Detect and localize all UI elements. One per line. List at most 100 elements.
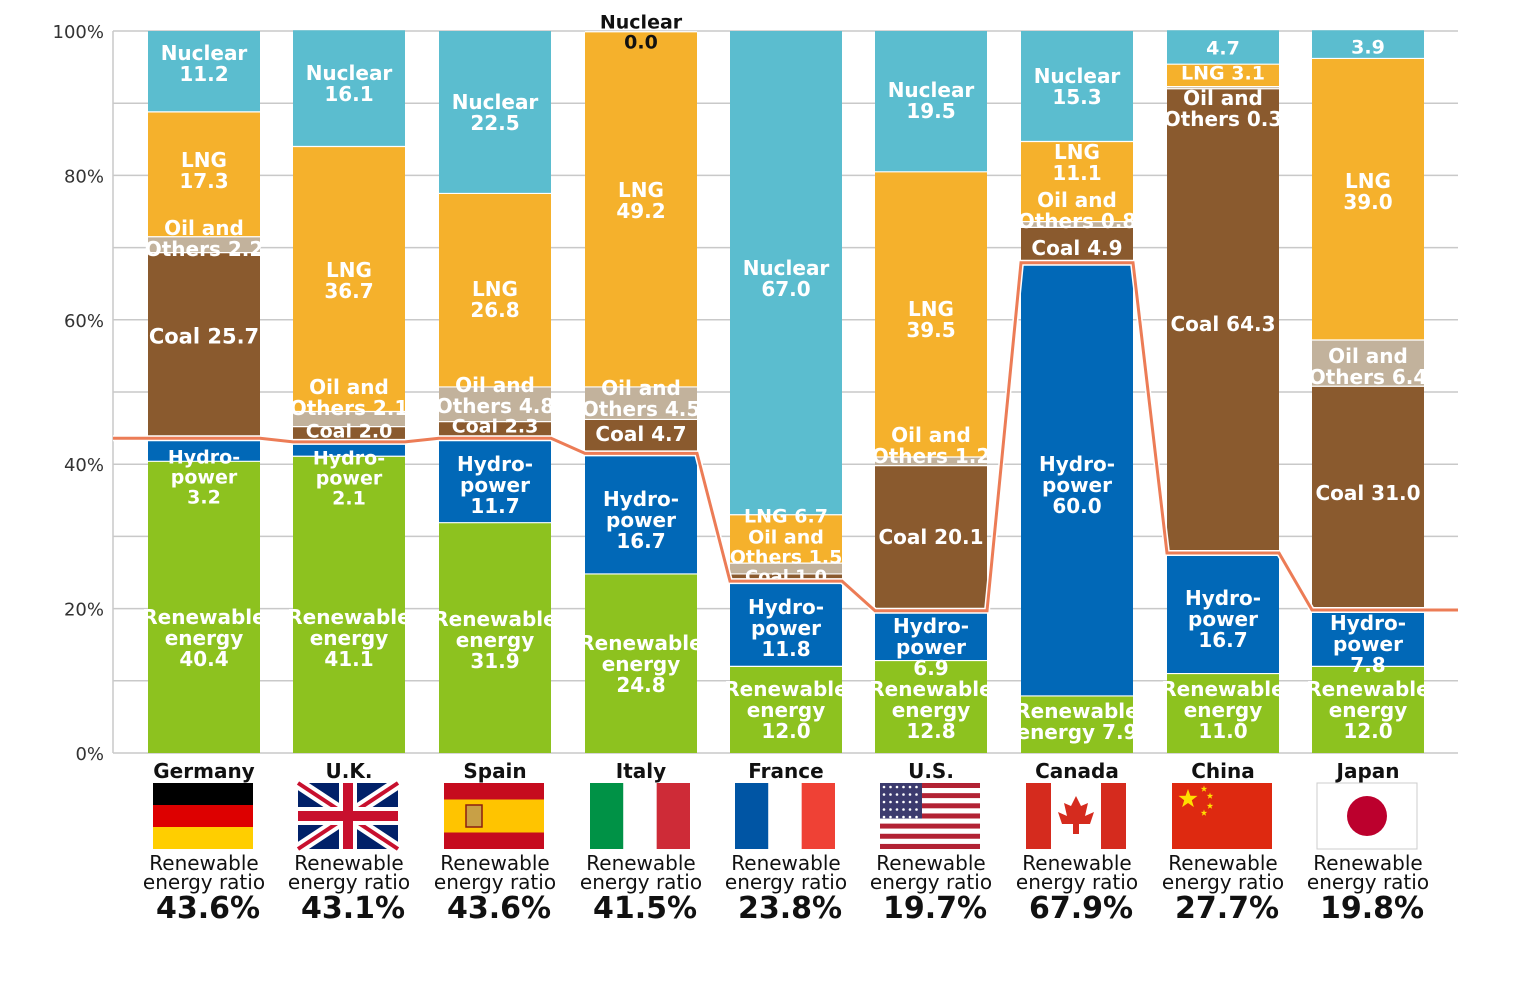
hydro-label: power (1188, 607, 1258, 631)
coal-segment (585, 419, 697, 454)
ratio-value: 27.7% (1175, 891, 1279, 926)
nuclear-segment (1312, 30, 1424, 59)
ratio-caption: Renewable (1168, 851, 1277, 875)
renewable-label: energy (310, 626, 389, 650)
nuclear-label: 4.7 (1206, 38, 1240, 60)
country-label: Germany (153, 759, 254, 783)
hydro-label: 11.7 (470, 494, 519, 518)
hydro-label: power (606, 508, 676, 532)
hydro-label: power (896, 635, 966, 659)
lng-label: LNG 6.7 (744, 506, 828, 528)
lng-label: LNG (1345, 169, 1391, 193)
ratio-caption: energy ratio (1162, 870, 1284, 894)
nuclear-label: Nuclear (600, 12, 683, 34)
lng-label: LNG (1054, 140, 1100, 164)
ratio-caption: Renewable (876, 851, 985, 875)
coal-segment (148, 252, 260, 439)
oil-label: Others 4.8 (436, 394, 555, 418)
ratio-caption: Renewable (1313, 851, 1422, 875)
renewable-segment (293, 456, 405, 753)
y-tick-label: 0% (75, 744, 104, 765)
coal-segment (1312, 386, 1424, 611)
renewable-segment (1312, 666, 1424, 753)
oil-label: Others 0.3 (1164, 107, 1283, 131)
coal-segment (875, 465, 987, 611)
renewable-segment (1021, 695, 1133, 753)
ratio-caption: energy ratio (434, 870, 556, 894)
country-label: U.S. (908, 759, 954, 783)
hydro-label: 16.7 (616, 529, 665, 553)
china-flag-icon (1172, 783, 1272, 849)
renewable-label: energy (165, 626, 244, 650)
coal-segment (1167, 88, 1279, 554)
ratio-value: 41.5% (593, 891, 697, 926)
nuclear-segment (293, 30, 405, 147)
nuclear-segment (1021, 31, 1133, 142)
hydro-label: power (316, 468, 383, 490)
hydro-label: 16.7 (1198, 628, 1247, 652)
hydro-label: 6.9 (913, 656, 948, 680)
hydro-segment (293, 441, 405, 457)
oil-segment (1167, 86, 1279, 89)
lng-segment (439, 193, 551, 387)
nuclear-label: 0.0 (624, 32, 658, 54)
oil-segment (730, 563, 842, 574)
coal-label: Coal 31.0 (1315, 481, 1420, 505)
coal-label: Coal 2.0 (306, 421, 393, 443)
oil-segment (1021, 221, 1133, 228)
coal-segment (730, 573, 842, 582)
coal-segment (439, 421, 551, 439)
ratio-caption: energy ratio (725, 870, 847, 894)
ratio-value: 19.8% (1320, 891, 1424, 926)
ratio-caption: Renewable (294, 851, 403, 875)
renewable-label: energy 7.9 (1017, 720, 1138, 744)
lng-segment (148, 111, 260, 237)
coal-segment (1021, 227, 1133, 263)
hydro-segment (1021, 262, 1133, 696)
nuclear-segment (439, 31, 551, 194)
y-tick-label: 20% (64, 600, 104, 621)
ratio-caption: energy ratio (580, 870, 702, 894)
lng-label: LNG 3.1 (1181, 63, 1265, 85)
nuclear-label: 3.9 (1351, 37, 1385, 59)
ratio-value: 43.6% (156, 891, 260, 926)
nuclear-label: Nuclear (452, 90, 539, 114)
lng-label: LNG (472, 277, 518, 301)
nuclear-label: Nuclear (161, 41, 248, 65)
y-tick-label: 60% (64, 311, 104, 332)
ratio-value: 19.7% (883, 891, 987, 926)
nuclear-segment (875, 31, 987, 172)
ratio-caption: Renewable (440, 851, 549, 875)
hydro-label: Hydro- (1185, 586, 1261, 610)
ratio-caption: energy ratio (870, 870, 992, 894)
ratio-value: 67.9% (1029, 891, 1133, 926)
lng-label: LNG (326, 258, 372, 282)
oil-segment (585, 386, 697, 420)
renewable-label: 41.1 (324, 647, 373, 671)
coal-label: Coal 20.1 (878, 525, 983, 549)
oil-label: Others 2.2 (145, 237, 264, 261)
oil-label: Oil and (164, 216, 244, 240)
ratio-caption: Renewable (149, 851, 258, 875)
lng-segment (1312, 58, 1424, 341)
hydro-label: Hydro- (313, 448, 385, 470)
oil-segment (875, 456, 987, 466)
renewable-label: energy (892, 698, 971, 722)
nuclear-segment (148, 31, 260, 112)
lng-label: 17.3 (179, 169, 228, 193)
oil-label: Oil and (601, 376, 681, 400)
renewable-label: 24.8 (616, 673, 665, 697)
renewable-segment (585, 573, 697, 753)
hydro-label: Hydro- (168, 447, 240, 469)
ratio-caption: energy ratio (1307, 870, 1429, 894)
oil-label: Oil and (748, 527, 824, 549)
country-label: China (1191, 759, 1255, 783)
nuclear-label: Nuclear (1034, 64, 1121, 88)
hydro-segment (875, 610, 987, 661)
japan-flag-icon (1316, 782, 1418, 850)
